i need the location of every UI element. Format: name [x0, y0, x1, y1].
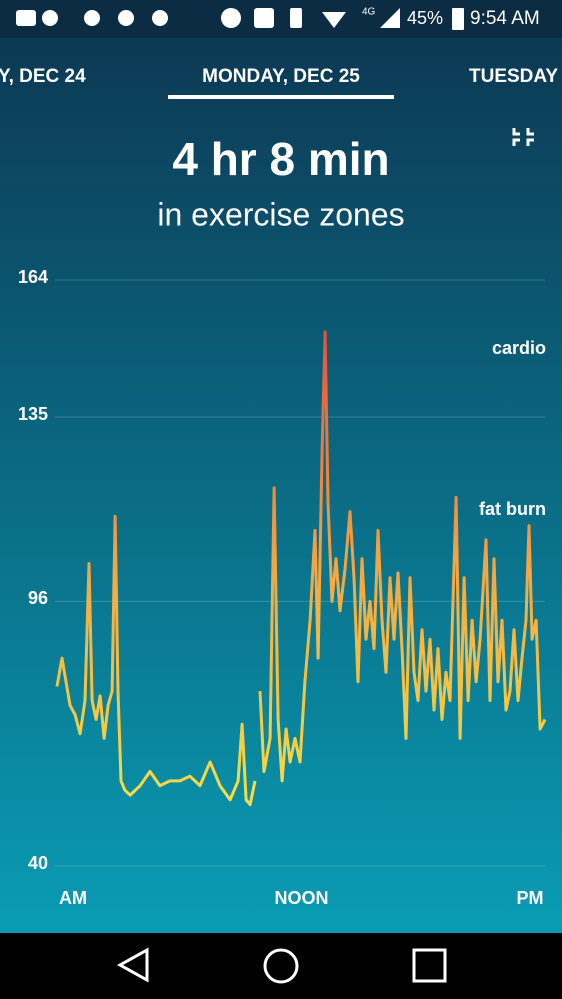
y-tick-label: 40: [28, 853, 48, 873]
nav-bar: [0, 933, 562, 999]
next-day-tab[interactable]: TUESDAY: [469, 66, 558, 87]
y-tick-label: 135: [18, 404, 48, 424]
tab-underline: [168, 95, 394, 99]
back-button[interactable]: [116, 947, 149, 983]
status-icons: [16, 8, 464, 30]
recents-button[interactable]: [412, 948, 447, 983]
home-button[interactable]: [263, 948, 299, 984]
collapse-button[interactable]: [512, 128, 534, 146]
chart-subtitle: in exercise zones: [157, 196, 404, 232]
chart-title: 4 hr 8 min: [172, 133, 389, 185]
previous-day-tab[interactable]: Y, DEC 24: [0, 66, 86, 87]
y-tick-label: 164: [18, 267, 48, 287]
zone-label: fat burn: [479, 499, 546, 519]
current-day-tab[interactable]: MONDAY, DEC 25: [202, 66, 360, 87]
battery-level: 45%: [407, 8, 443, 28]
x-tick-label: AM: [59, 888, 87, 908]
y-tick-label: 96: [28, 588, 48, 608]
x-tick-label: NOON: [275, 888, 329, 908]
network-type: 4G: [362, 7, 376, 18]
heart-rate-line: [55, 330, 547, 807]
clock: 9:54 AM: [470, 8, 540, 29]
x-tick-label: PM: [516, 888, 543, 908]
zone-label: cardio: [492, 338, 546, 358]
